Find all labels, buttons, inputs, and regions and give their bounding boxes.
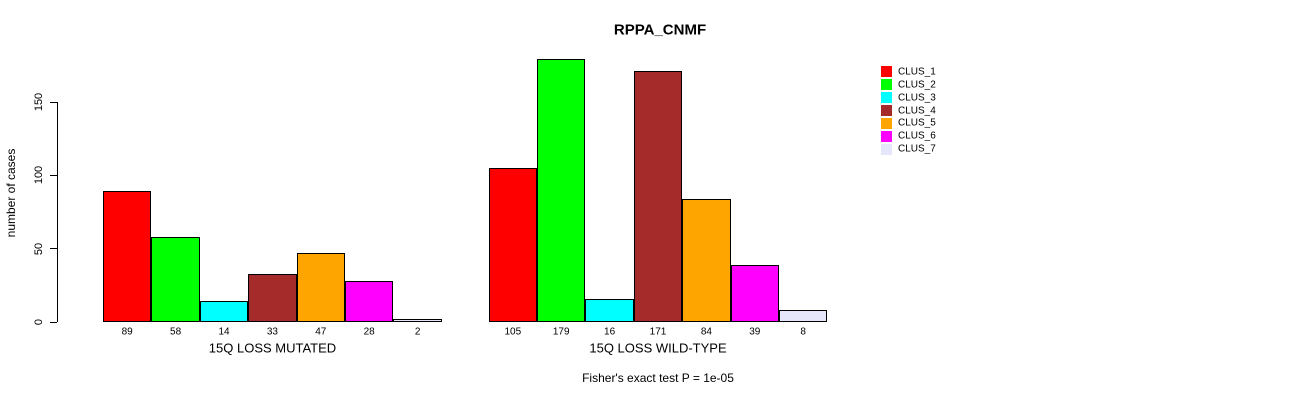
bar-clus_6 <box>730 264 779 322</box>
legend-swatch-clus_5 <box>881 117 892 129</box>
legend-swatch-clus_2 <box>881 79 892 91</box>
legend-label: CLUS_1 <box>898 66 936 78</box>
y-tick <box>50 174 57 176</box>
bar-value-label: 33 <box>266 326 278 338</box>
y-tick <box>50 101 57 103</box>
legend-label: CLUS_4 <box>898 105 936 116</box>
bar-clus_1 <box>103 191 152 322</box>
bar-value-label: 39 <box>749 326 761 338</box>
bar-clus_2 <box>537 59 586 322</box>
legend-swatch-clus_6 <box>881 130 892 142</box>
legend-swatch-clus_1 <box>881 66 892 78</box>
y-tick-label: 150 <box>33 92 45 112</box>
bar-value-label: 28 <box>363 326 375 338</box>
bar-value-label: 16 <box>604 326 616 338</box>
group-label-mutated: 15Q LOSS MUTATED <box>208 340 337 356</box>
bar-value-label: 84 <box>700 326 712 338</box>
legend-swatch-clus_3 <box>881 92 892 104</box>
legend-label: CLUS_6 <box>898 130 936 142</box>
bar-clus_5 <box>296 253 345 322</box>
bar-value-label: 47 <box>315 326 327 338</box>
bar-value-label: 105 <box>504 326 522 338</box>
chart-title: RPPA_CNMF <box>613 21 707 39</box>
y-axis-label: number of cases <box>4 148 18 238</box>
y-tick-label: 100 <box>33 166 45 185</box>
legend-swatch-clus_7 <box>881 143 892 155</box>
y-tick <box>50 248 57 250</box>
legend-label: CLUS_7 <box>898 143 936 155</box>
bar-value-label: 2 <box>414 326 421 338</box>
legend-swatch-clus_4 <box>881 105 892 116</box>
y-tick-label: 50 <box>33 242 45 255</box>
y-tick <box>50 321 57 323</box>
y-tick-label: 0 <box>33 318 45 326</box>
fisher-test-annotation: Fisher's exact test P = 1e-05 <box>582 371 734 385</box>
bar-clus_6 <box>345 280 394 322</box>
bar-value-label: 179 <box>552 326 570 338</box>
bar-clus_1 <box>488 168 537 322</box>
bar-value-label: 89 <box>121 326 133 338</box>
legend-label: CLUS_3 <box>898 92 936 104</box>
legend-label: CLUS_5 <box>898 117 936 129</box>
bar-value-label: 14 <box>218 326 230 338</box>
bar-value-label: 171 <box>649 326 667 338</box>
bar-value-label: 8 <box>800 326 806 338</box>
y-axis-line <box>57 102 58 322</box>
bar-clus_7 <box>393 319 442 322</box>
bar-clus_2 <box>151 236 200 322</box>
legend-label: CLUS_2 <box>898 79 936 91</box>
bar-clus_4 <box>248 273 297 322</box>
bar-clus_4 <box>633 71 683 322</box>
bar-clus_3 <box>585 298 634 322</box>
bar-clus_5 <box>682 198 731 322</box>
bar-clus_3 <box>199 301 249 322</box>
bar-value-label: 58 <box>170 326 182 338</box>
bar-clus_7 <box>779 310 828 322</box>
group-label-wild-type: 15Q LOSS WILD-TYPE <box>589 340 727 356</box>
